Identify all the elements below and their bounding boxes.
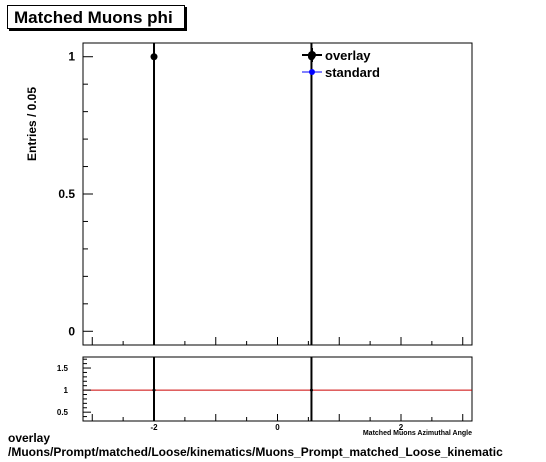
ratio-point-marker: [152, 388, 156, 392]
ratio-x-tick-label: 2: [399, 423, 404, 432]
y-tick-label: 0: [68, 324, 75, 338]
ratio-y-tick-label: 0.5: [57, 408, 69, 417]
footer-caption: overlay /Muons/Prompt/matched/Loose/kine…: [8, 431, 503, 459]
y-axis-label: Entries / 0.05: [25, 87, 39, 161]
legend-label: standard: [325, 65, 380, 80]
footer-line-1: overlay: [8, 431, 51, 445]
legend-marker: [309, 69, 315, 75]
chart-title: Matched Muons phi: [14, 8, 173, 27]
ratio-plot-frame: [82, 356, 473, 422]
ratio-x-tick-label: -2: [150, 423, 158, 432]
main-panel: 0 0.5 1 Entries / 0.05 overlay standard: [25, 42, 473, 346]
ratio-x-tick-label: 0: [275, 423, 280, 432]
ratio-y-tick-label: 1.5: [57, 364, 69, 373]
y-tick-label: 1: [68, 50, 75, 64]
footer-line-2: /Muons/Prompt/matched/Loose/kinematics/M…: [8, 445, 503, 459]
ratio-y-tick-label: 1: [64, 386, 69, 395]
data-point-marker: [150, 53, 158, 61]
x-axis-label: Matched Muons Azimuthal Angle: [363, 430, 472, 437]
y-tick-label: 0.5: [58, 187, 75, 201]
ratio-point-marker: [309, 388, 313, 392]
chart-title-box: Matched Muons phi: [7, 5, 185, 29]
legend-label: overlay: [325, 48, 371, 63]
legend-marker: [308, 51, 316, 59]
main-plot-frame: [82, 42, 473, 346]
